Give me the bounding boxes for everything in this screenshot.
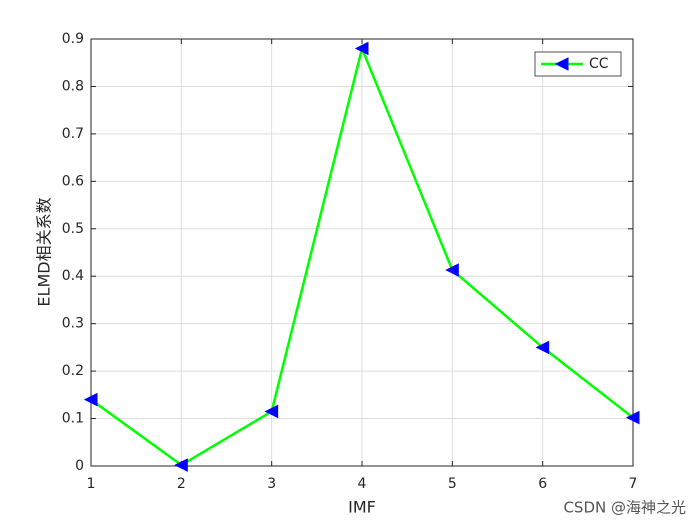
marker xyxy=(445,263,459,277)
y-tick-label: 0.3 xyxy=(62,316,84,332)
x-tick-label: 6 xyxy=(538,476,547,492)
x-tick-label: 5 xyxy=(448,476,457,492)
marker xyxy=(535,340,550,355)
legend-marker xyxy=(554,57,569,71)
marker xyxy=(264,404,279,419)
x-tick-label: 1 xyxy=(87,476,96,492)
marker xyxy=(174,458,188,472)
y-tick-label: 0.9 xyxy=(62,31,84,47)
y-tick-label: 0.2 xyxy=(62,363,84,379)
marker xyxy=(625,410,640,425)
y-tick-label: 0 xyxy=(75,458,84,474)
y-tick-label: 0.6 xyxy=(62,173,84,189)
y-tick-label: 0.5 xyxy=(62,221,84,237)
x-axis-label: IMF xyxy=(348,498,376,517)
x-tick-label: 2 xyxy=(177,476,186,492)
legend-label: CC xyxy=(589,56,609,72)
x-tick-label: 7 xyxy=(629,476,638,492)
watermark: CSDN @海神之光 xyxy=(563,499,686,517)
y-tick-label: 0.4 xyxy=(62,268,84,284)
y-tick-label: 0.8 xyxy=(62,78,84,94)
x-tick-label: 4 xyxy=(358,476,367,492)
x-tick-label: 3 xyxy=(267,476,276,492)
y-tick-label: 0.7 xyxy=(62,126,84,142)
axes-box xyxy=(90,38,634,467)
marker xyxy=(83,392,98,407)
y-tick-label: 0.1 xyxy=(62,411,84,427)
marker xyxy=(354,41,369,56)
y-axis-label: ELMD相关系数 xyxy=(35,197,54,306)
